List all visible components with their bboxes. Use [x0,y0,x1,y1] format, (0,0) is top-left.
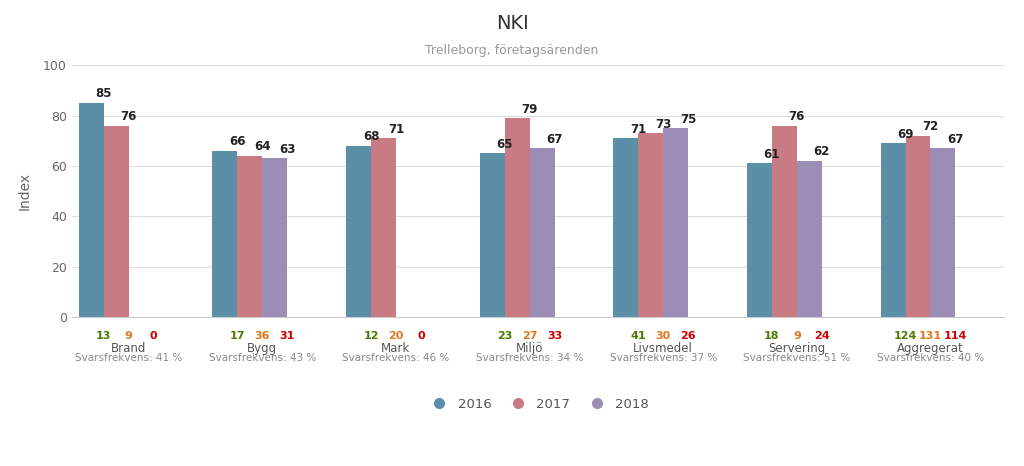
Bar [505,118,529,317]
Text: Miljö: Miljö [516,342,544,355]
Bar [238,156,262,317]
Text: 68: 68 [362,130,379,143]
Text: 71: 71 [388,123,404,136]
Text: 73: 73 [655,118,672,130]
Text: Mark: Mark [381,342,411,355]
Text: 66: 66 [229,135,246,148]
Text: 65: 65 [497,138,513,151]
Text: 33: 33 [547,331,562,341]
Text: Svarsfrekvens: 34 %: Svarsfrekvens: 34 % [476,353,584,363]
Text: 131: 131 [919,331,942,341]
Text: 27: 27 [522,331,538,341]
Text: Svarsfrekvens: 37 %: Svarsfrekvens: 37 % [609,353,717,363]
Text: 9: 9 [125,331,133,341]
Text: 17: 17 [229,331,245,341]
Bar [905,136,931,317]
Y-axis label: Index: Index [17,172,32,210]
Text: 67: 67 [547,133,563,146]
Text: Bygg: Bygg [247,342,278,355]
Text: NKI: NKI [496,14,528,33]
Bar [371,138,396,317]
Bar [881,143,905,317]
Text: 79: 79 [521,103,538,116]
Text: Svarsfrekvens: 41 %: Svarsfrekvens: 41 % [75,353,182,363]
Legend: 2016, 2017, 2018: 2016, 2017, 2018 [421,392,654,416]
Text: Brand: Brand [111,342,146,355]
Bar [664,128,688,317]
Text: Svarsfrekvens: 43 %: Svarsfrekvens: 43 % [209,353,316,363]
Text: 0: 0 [150,331,158,341]
Text: Livsmedel: Livsmedel [633,342,693,355]
Text: Svarsfrekvens: 40 %: Svarsfrekvens: 40 % [877,353,984,363]
Text: 62: 62 [814,145,830,158]
Text: 30: 30 [655,331,671,341]
Text: 9: 9 [793,331,801,341]
Text: 26: 26 [680,331,696,341]
Text: 63: 63 [280,143,296,156]
Bar [638,133,664,317]
Text: 71: 71 [630,123,646,136]
Bar [529,148,555,317]
Bar [613,138,638,317]
Text: 75: 75 [680,113,696,126]
Text: 76: 76 [121,110,137,123]
Text: 76: 76 [788,110,805,123]
Text: 85: 85 [95,88,112,101]
Text: 64: 64 [254,140,270,153]
Text: Servering: Servering [768,342,825,355]
Text: 23: 23 [497,331,512,341]
Text: 18: 18 [764,331,779,341]
Bar [262,158,288,317]
Text: 124: 124 [894,331,918,341]
Text: 61: 61 [764,148,780,161]
Text: 114: 114 [944,331,967,341]
Text: 20: 20 [388,331,403,341]
Text: 13: 13 [96,331,112,341]
Text: Aggregerat: Aggregerat [897,342,964,355]
Text: Svarsfrekvens: 46 %: Svarsfrekvens: 46 % [342,353,450,363]
Bar [479,153,505,317]
Bar [746,164,772,317]
Bar [797,161,822,317]
Text: 12: 12 [364,331,379,341]
Text: 31: 31 [280,331,295,341]
Text: 72: 72 [923,120,939,133]
Text: 41: 41 [631,331,646,341]
Bar [212,151,238,317]
Text: 0: 0 [417,331,425,341]
Bar [346,146,371,317]
Text: 36: 36 [255,331,270,341]
Bar [79,103,103,317]
Bar [931,148,955,317]
Bar [103,126,129,317]
Text: 69: 69 [897,128,913,141]
Text: 67: 67 [947,133,964,146]
Text: 24: 24 [814,331,829,341]
Text: Svarsfrekvens: 51 %: Svarsfrekvens: 51 % [743,353,851,363]
Bar [772,126,797,317]
Text: Trelleborg, företagsärenden: Trelleborg, företagsärenden [425,44,599,57]
